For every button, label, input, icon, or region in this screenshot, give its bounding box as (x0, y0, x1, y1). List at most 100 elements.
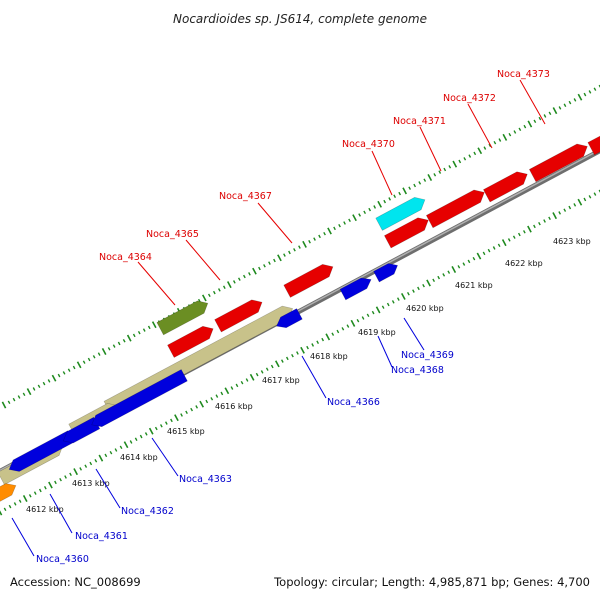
inner-tick (350, 319, 356, 327)
gene-arrow[interactable] (0, 480, 19, 509)
gene-arrow[interactable] (587, 133, 600, 156)
outer-tick (527, 120, 533, 128)
inner-tick (274, 360, 280, 368)
inner-tick (210, 397, 214, 401)
gene-arrow[interactable] (384, 214, 431, 249)
inner-tick (316, 340, 320, 345)
outer-tick (373, 205, 377, 209)
inner-tick (588, 195, 592, 199)
inner-tick (109, 450, 113, 455)
outer-tick (107, 347, 111, 351)
outer-tick (413, 183, 417, 188)
outer-tick (318, 234, 321, 239)
gene-arrow[interactable] (425, 186, 487, 229)
inner-tick (341, 327, 345, 331)
inner-tick (417, 286, 420, 291)
inner-tick (38, 488, 42, 493)
outer-tick (558, 106, 562, 110)
outer-tick (97, 352, 101, 356)
outer-tick (283, 253, 286, 257)
outer-tick (126, 334, 132, 342)
outer-tick-ring (1, 84, 600, 409)
outer-tick (393, 194, 397, 199)
gene-arrow[interactable] (156, 297, 211, 336)
outer-tick (418, 181, 422, 185)
outer-tick (298, 245, 301, 249)
gene-arrow[interactable] (60, 416, 101, 446)
gene-arrow[interactable] (283, 261, 336, 298)
outer-tick (37, 384, 41, 389)
outer-tick (473, 151, 477, 156)
inner-tick (422, 283, 425, 288)
bottom-leader-lines (11, 317, 425, 557)
outer-tick (348, 218, 351, 223)
gene-arrow[interactable] (373, 260, 401, 283)
inner-tick (482, 251, 486, 256)
outer-tick (17, 395, 21, 399)
inner-tick (476, 252, 482, 260)
leader-line (467, 103, 493, 149)
gene-label-noca-4360: Noca_4360 (36, 554, 89, 565)
inner-tick (73, 468, 79, 476)
inner-tick (366, 313, 370, 318)
outer-tick (577, 93, 583, 101)
outer-tick (101, 348, 107, 355)
outer-tick (237, 277, 241, 281)
outer-tick (268, 261, 271, 265)
outer-tick (443, 167, 447, 172)
inner-tick (64, 475, 67, 479)
outer-tick (588, 90, 592, 94)
outer-tick (51, 374, 57, 382)
inner-tick (159, 424, 163, 428)
inner-tick (396, 297, 400, 301)
inner-tick (501, 239, 507, 247)
map-title: Nocardioides sp. JS614, complete genome (173, 12, 427, 26)
inner-tick (412, 289, 415, 293)
inner-tick (190, 407, 194, 412)
inner-tick (104, 453, 108, 458)
gene-arrow[interactable] (375, 194, 428, 231)
gene-arrow[interactable] (214, 296, 266, 333)
gene-arrow[interactable] (167, 323, 217, 358)
inner-tick (325, 333, 331, 341)
outer-tick (352, 214, 357, 222)
outer-tick (277, 254, 282, 262)
gene-arrow[interactable] (528, 140, 590, 183)
outer-tick (302, 240, 307, 248)
inner-tick (154, 426, 158, 431)
inner-tick (457, 265, 461, 269)
gene-track (0, 133, 600, 509)
inner-tick (230, 386, 234, 390)
inner-tick (69, 472, 72, 477)
inner-tick (48, 481, 53, 489)
outer-tick (523, 124, 527, 129)
gene-label-noca-4366: Noca_4366 (327, 397, 380, 408)
inner-tick (512, 235, 516, 239)
inner-tick (451, 266, 457, 273)
gene-arrow[interactable] (89, 369, 188, 431)
outer-tick (232, 280, 236, 284)
inner-tick (573, 203, 577, 207)
gene-arrow[interactable] (274, 308, 303, 332)
top-leader-lines (137, 79, 546, 306)
outer-tick (513, 130, 517, 134)
inner-tick (260, 370, 264, 374)
gene-label-noca-4368: Noca_4368 (391, 365, 444, 376)
gene-label-noca-4373: Noca_4373 (497, 69, 550, 80)
tick-label: 4614 kbp (120, 453, 158, 462)
gene-arrow[interactable] (483, 168, 530, 203)
leader-line (11, 517, 35, 557)
outer-tick (508, 132, 512, 137)
inner-tick (54, 480, 57, 485)
outer-tick (151, 321, 157, 329)
inner-tick (361, 316, 365, 320)
outer-tick (563, 103, 567, 108)
inner-tick (386, 302, 390, 307)
leader-line (301, 355, 327, 399)
gene-arrow[interactable] (6, 430, 75, 475)
outer-tick (32, 387, 36, 391)
gene-arrow[interactable] (339, 274, 374, 301)
outer-tick (12, 397, 16, 402)
inner-tick (593, 192, 597, 196)
